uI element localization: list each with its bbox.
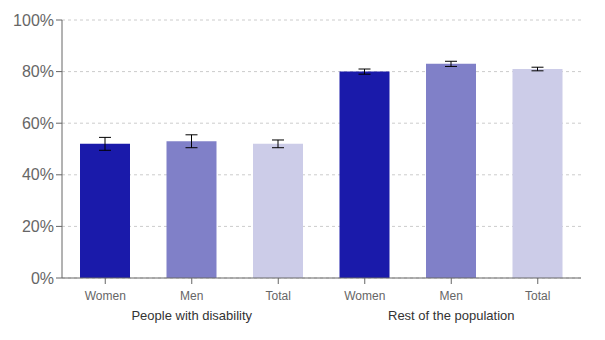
svg-text:100%: 100% [13, 12, 54, 29]
svg-text:Total: Total [266, 289, 291, 303]
svg-text:Women: Women [85, 289, 126, 303]
svg-text:Women: Women [344, 289, 385, 303]
svg-text:20%: 20% [22, 218, 54, 235]
svg-text:0%: 0% [31, 270, 54, 287]
svg-text:Men: Men [440, 289, 463, 303]
svg-text:Men: Men [180, 289, 203, 303]
svg-text:40%: 40% [22, 166, 54, 183]
svg-text:Total: Total [525, 289, 550, 303]
svg-text:Rest of the population: Rest of the population [388, 308, 514, 323]
svg-text:60%: 60% [22, 115, 54, 132]
svg-text:80%: 80% [22, 63, 54, 80]
svg-text:People with disability: People with disability [131, 308, 252, 323]
